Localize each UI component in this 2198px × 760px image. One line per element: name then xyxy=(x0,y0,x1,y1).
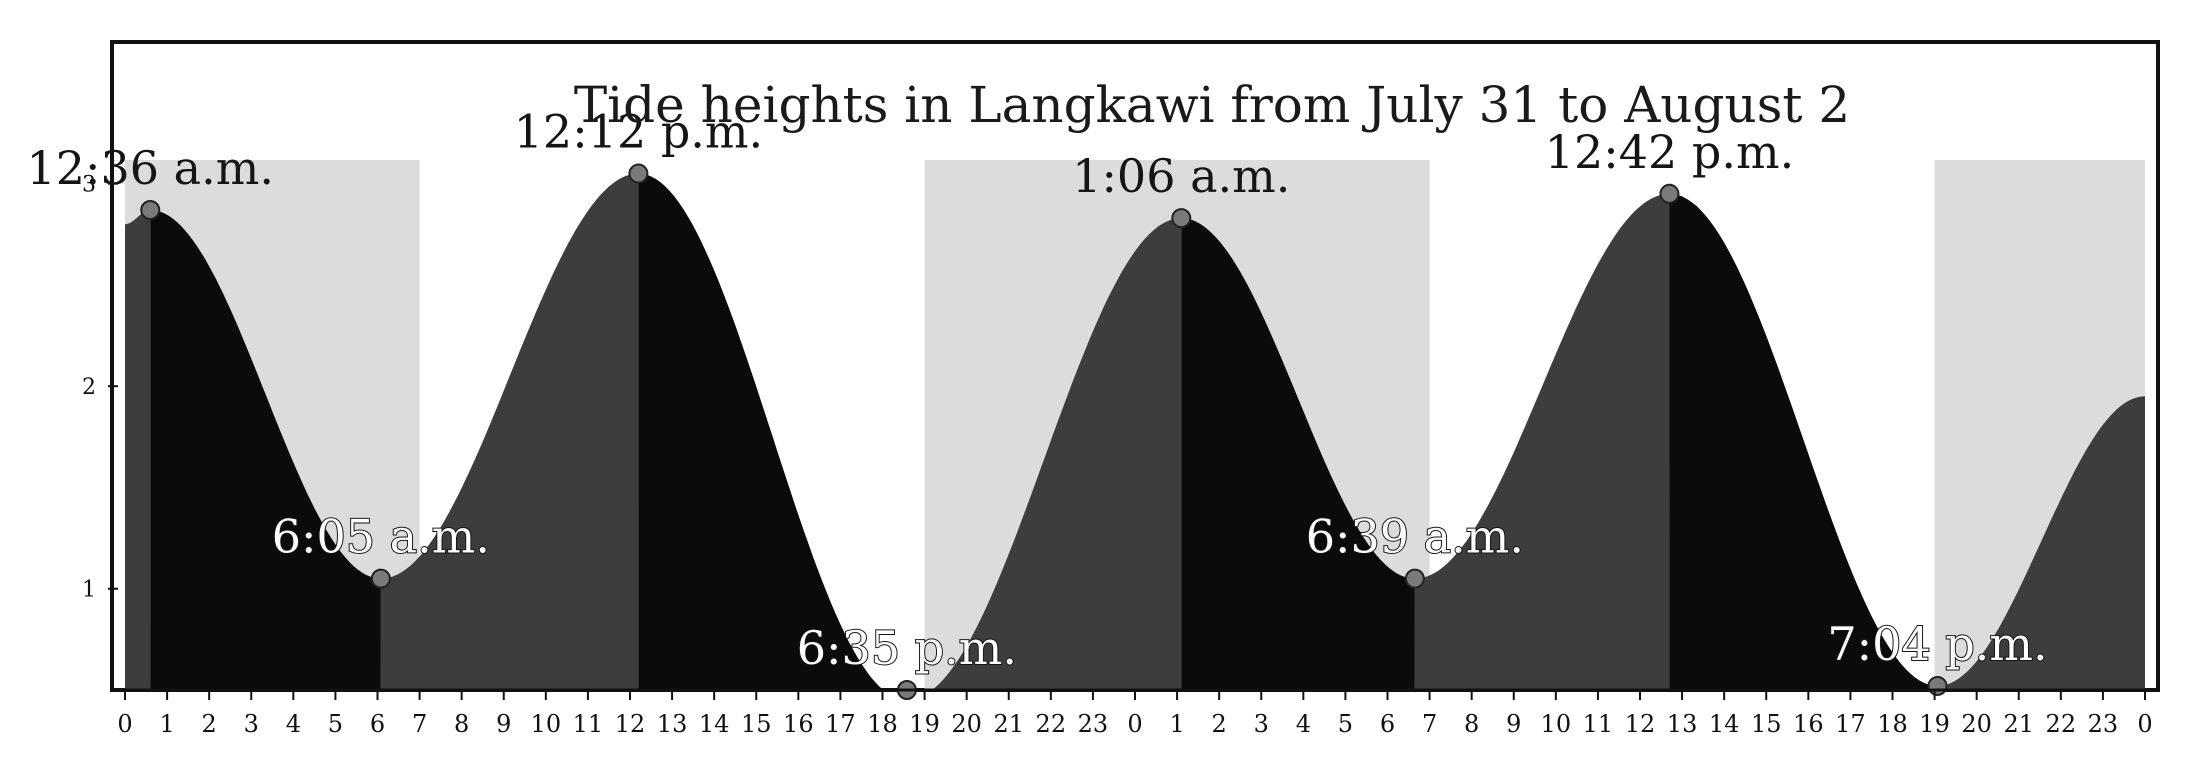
tide-point-2 xyxy=(628,163,649,184)
x-tick-label-17: 17 xyxy=(825,710,856,738)
x-tick-label-28: 4 xyxy=(1296,710,1311,738)
x-tick-label-2: 2 xyxy=(202,710,217,738)
data-label-7: 7:04 p.m. xyxy=(1827,617,2047,671)
x-tick-label-6: 6 xyxy=(370,710,385,738)
tide-segment-8 xyxy=(1937,396,2145,690)
tide-area xyxy=(125,173,2145,691)
x-tick-label-23: 23 xyxy=(1078,710,1109,738)
x-tick-label-13: 13 xyxy=(657,710,688,738)
annotations: 12:36 a.m. 6:05 a.m. 12:12 p.m. 6:35 p.m. 1:… xyxy=(27,105,2049,676)
x-tick-label-22: 22 xyxy=(1036,710,1067,738)
x-tick-label-21: 21 xyxy=(993,710,1024,738)
x-tick-label-32: 8 xyxy=(1464,710,1479,738)
tide-point-4 xyxy=(1171,208,1192,229)
x-tick-label-40: 16 xyxy=(1793,710,1824,738)
x-tick-label-45: 21 xyxy=(2003,710,2034,738)
x-tick-label-36: 12 xyxy=(1625,710,1656,738)
tide-segment-1 xyxy=(150,210,381,690)
data-label-2: 12:12 p.m. xyxy=(514,105,764,159)
x-tick-label-48: 0 xyxy=(2137,710,2152,738)
x-tick-label-44: 20 xyxy=(1961,710,1992,738)
tide-point-6 xyxy=(1659,183,1680,204)
data-label-6: 12:42 p.m. xyxy=(1545,125,1795,179)
x-tick-label-9: 9 xyxy=(496,710,511,738)
x-tick-label-4: 4 xyxy=(286,710,301,738)
x-tick-label-37: 13 xyxy=(1667,710,1698,738)
x-tick-label-15: 15 xyxy=(741,710,772,738)
x-tick-label-29: 5 xyxy=(1338,710,1353,738)
x-tick-label-30: 6 xyxy=(1380,710,1395,738)
x-tick-label-11: 11 xyxy=(573,710,604,738)
data-label-4: 1:06 a.m. xyxy=(1072,149,1290,203)
axes: 0 1 2 3 4 5 6 7 8 9 10 11 12 13 14 15 16 17 18 19 20 21 22 23 0 1… xyxy=(82,173,2153,738)
x-tick-label-3: 3 xyxy=(244,710,259,738)
x-tick-label-20: 20 xyxy=(951,710,982,738)
x-tick-label-18: 18 xyxy=(867,710,898,738)
data-label-1: 6:05 a.m. xyxy=(272,510,490,564)
x-tick-label-19: 19 xyxy=(909,710,940,738)
x-tick-label-16: 16 xyxy=(783,710,814,738)
tide-segment-2 xyxy=(380,173,639,690)
x-tick-label-14: 14 xyxy=(699,710,730,738)
x-tick-label-47: 23 xyxy=(2088,710,2119,738)
x-tick-label-5: 5 xyxy=(328,710,343,738)
x-tick-label-27: 3 xyxy=(1254,710,1269,738)
x-tick-label-8: 8 xyxy=(454,710,469,738)
tide-segment-7 xyxy=(1669,193,1938,691)
tide-segment-0 xyxy=(125,210,151,690)
x-tick-label-34: 10 xyxy=(1541,710,1572,738)
x-tick-label-38: 14 xyxy=(1709,710,1740,738)
tide-segment-6 xyxy=(1414,193,1670,691)
tide-points xyxy=(140,163,1948,700)
y-tick-label-1: 2 xyxy=(82,375,96,400)
x-tick-label-24: 0 xyxy=(1127,710,1142,738)
x-tick-label-35: 11 xyxy=(1583,710,1614,738)
tide-segment-3 xyxy=(638,173,907,690)
x-tick-label-12: 12 xyxy=(615,710,646,738)
data-label-0: 12:36 a.m. xyxy=(27,141,274,195)
tide-point-0 xyxy=(140,200,161,220)
x-tick-label-46: 22 xyxy=(2046,710,2077,738)
x-tick-label-25: 1 xyxy=(1169,710,1184,738)
tide-point-7 xyxy=(1927,675,1948,696)
x-tick-label-31: 7 xyxy=(1422,710,1437,738)
x-tick-label-33: 9 xyxy=(1506,710,1521,738)
x-tick-label-43: 19 xyxy=(1919,710,1950,738)
tide-point-5 xyxy=(1404,568,1425,589)
x-tick-label-42: 18 xyxy=(1877,710,1908,738)
tide-segment-5 xyxy=(1181,218,1415,690)
x-tick-label-0: 0 xyxy=(117,710,132,738)
data-label-5: 6:39 a.m. xyxy=(1306,510,1524,564)
tide-point-1 xyxy=(370,568,391,589)
chart-title: Tide heights in Langkawi from July 31 to… xyxy=(574,76,1850,134)
x-tick-label-1: 1 xyxy=(159,710,174,738)
tide-segment-4 xyxy=(906,218,1182,690)
data-label-3: 6:35 p.m. xyxy=(797,621,1017,675)
y-tick-label-2: 3 xyxy=(82,173,96,198)
x-tick-label-7: 7 xyxy=(412,710,427,738)
y-tick-label-0: 1 xyxy=(82,578,96,603)
x-tick-label-39: 15 xyxy=(1751,710,1782,738)
x-tick-label-26: 2 xyxy=(1212,710,1227,738)
x-tick-label-41: 17 xyxy=(1835,710,1866,738)
x-tick-label-10: 10 xyxy=(531,710,562,738)
